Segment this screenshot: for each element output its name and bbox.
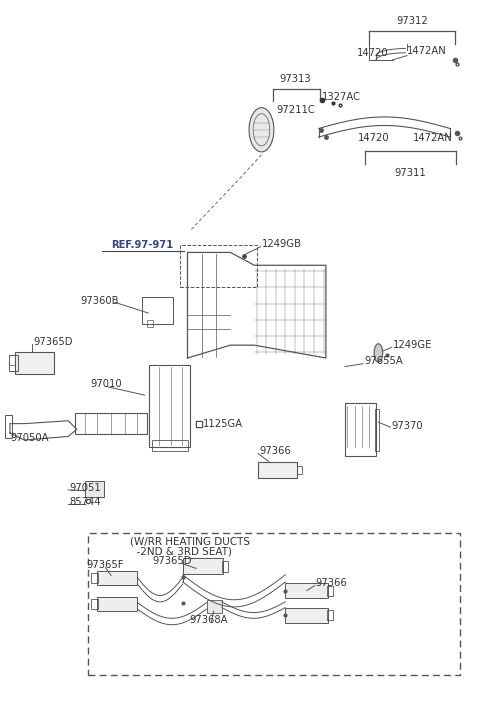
Text: 97370: 97370 (392, 421, 423, 431)
Text: 97365D: 97365D (153, 556, 192, 566)
Ellipse shape (249, 107, 274, 152)
Text: 1249GB: 1249GB (262, 239, 301, 249)
Text: 97360B: 97360B (80, 296, 119, 306)
Text: 85744: 85744 (70, 497, 101, 507)
Text: (W/RR HEATING DUCTS: (W/RR HEATING DUCTS (130, 536, 250, 546)
Text: 1472AN: 1472AN (413, 133, 453, 143)
Text: 97312: 97312 (396, 16, 428, 26)
Text: 97365D: 97365D (34, 337, 73, 347)
FancyBboxPatch shape (85, 481, 104, 497)
FancyBboxPatch shape (183, 558, 223, 574)
FancyBboxPatch shape (206, 601, 222, 614)
FancyBboxPatch shape (285, 583, 328, 599)
Text: 97010: 97010 (91, 379, 122, 389)
Text: 97050A: 97050A (10, 433, 48, 443)
Text: 97368A: 97368A (190, 615, 228, 625)
FancyBboxPatch shape (15, 352, 54, 374)
FancyBboxPatch shape (258, 462, 297, 478)
Ellipse shape (374, 344, 383, 362)
FancyBboxPatch shape (285, 608, 328, 624)
Text: 97211C: 97211C (276, 105, 315, 115)
FancyBboxPatch shape (97, 571, 137, 585)
Text: REF.97-971: REF.97-971 (111, 241, 173, 251)
Text: -2ND & 3RD SEAT): -2ND & 3RD SEAT) (130, 546, 232, 556)
Text: 97366: 97366 (259, 446, 291, 455)
Text: 1249GE: 1249GE (393, 340, 432, 350)
Text: 97051: 97051 (70, 483, 101, 493)
Text: 97365F: 97365F (87, 560, 124, 570)
Text: 14720: 14720 (357, 48, 388, 58)
Text: 1472AN: 1472AN (407, 47, 447, 57)
Text: 1327AC: 1327AC (322, 92, 361, 102)
Text: 97311: 97311 (395, 168, 426, 178)
Text: 97313: 97313 (279, 74, 311, 84)
Text: 14720: 14720 (359, 133, 390, 143)
Text: 97366: 97366 (315, 578, 347, 588)
Text: 97655A: 97655A (364, 356, 403, 366)
FancyBboxPatch shape (97, 597, 137, 611)
Text: 1125GA: 1125GA (203, 419, 243, 429)
